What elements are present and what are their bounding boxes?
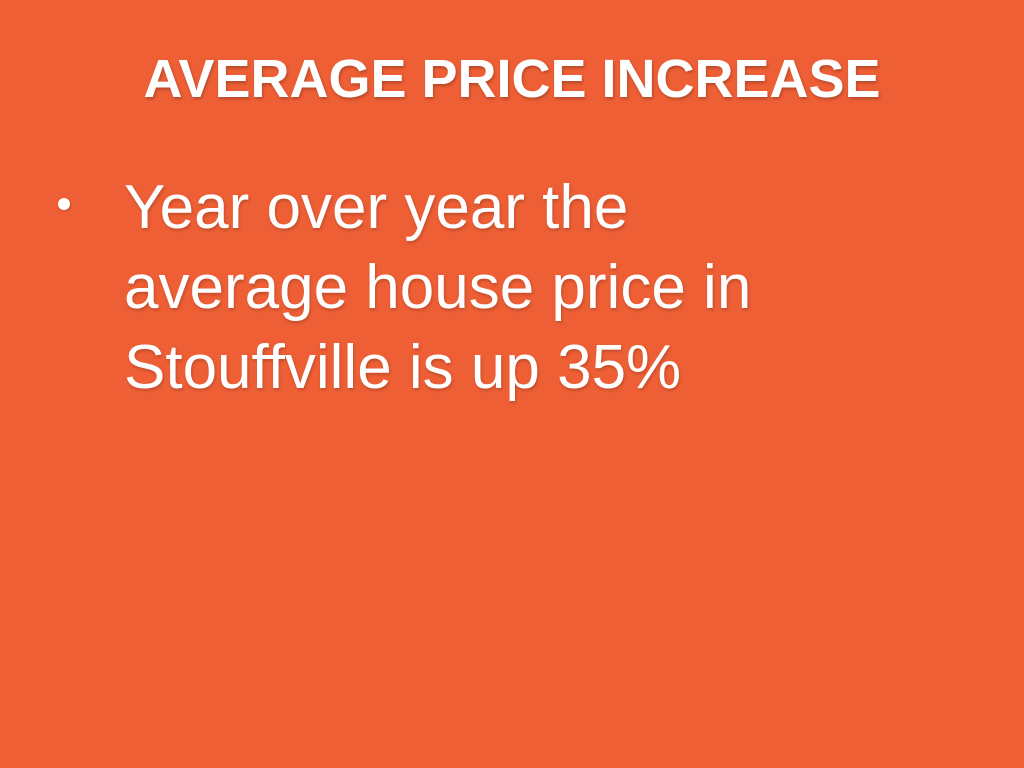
bullet-dot (58, 198, 70, 210)
bullet-text: Stouffville is up 35% (124, 333, 682, 402)
slide-title: AVERAGE PRICE INCREASE (143, 49, 881, 109)
bullet-item: Year over year the average house price in… (0, 168, 1024, 408)
bullet-list: Year over year the average house price in… (0, 168, 1024, 408)
bullet-text: average house price in (124, 253, 752, 322)
bullet-text: Year over year the (124, 173, 629, 242)
